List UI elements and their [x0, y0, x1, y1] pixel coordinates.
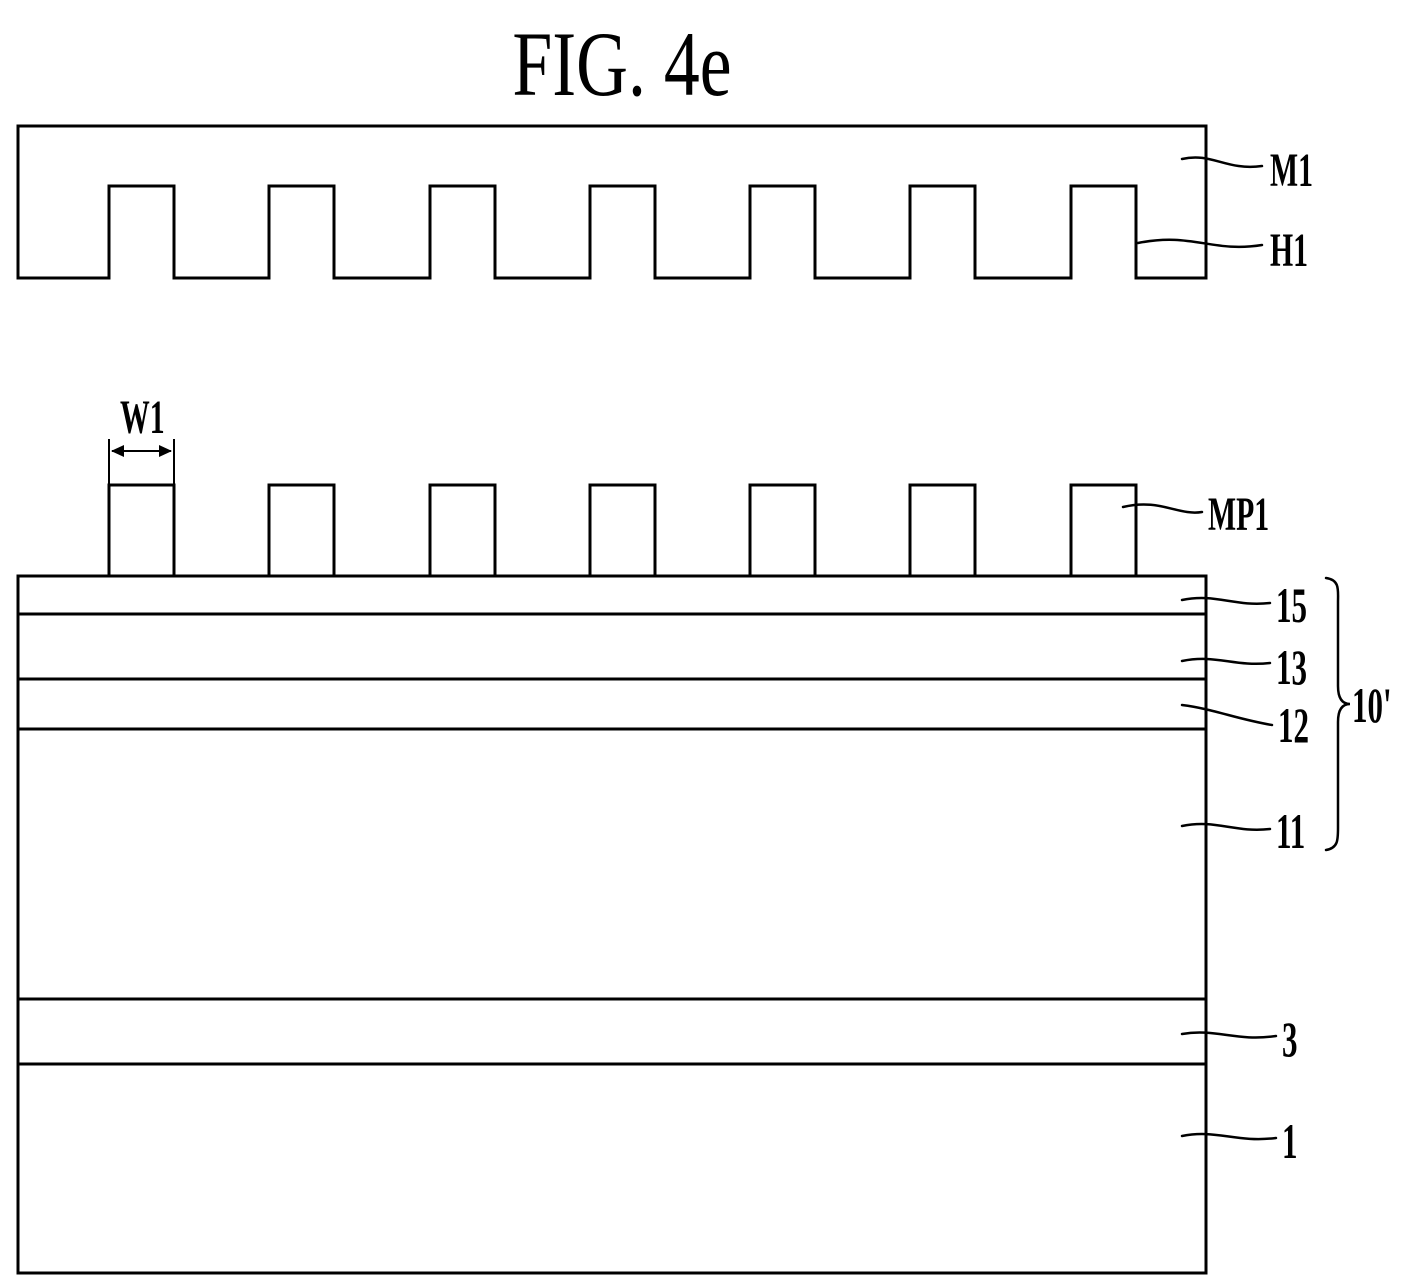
mold-pattern — [109, 485, 174, 576]
label-3: 3 — [1282, 1012, 1297, 1067]
figure-title: FIG. 4e — [512, 12, 731, 115]
mold-patterns — [109, 485, 1136, 576]
mold-pattern — [590, 485, 655, 576]
mold-pattern — [1071, 485, 1136, 576]
stack-brace — [1326, 578, 1350, 850]
label-W1: W1 — [120, 390, 165, 444]
label-H1: H1 — [1270, 223, 1308, 277]
label-13: 13 — [1276, 640, 1307, 695]
mold-pattern — [269, 485, 334, 576]
label-10-prime: 10' — [1352, 678, 1392, 733]
mold-pattern — [910, 485, 975, 576]
mold-pattern — [430, 485, 495, 576]
mold-outline — [18, 126, 1206, 278]
width-dimension — [109, 440, 174, 485]
mold-pattern — [750, 485, 815, 576]
label-15: 15 — [1276, 578, 1307, 633]
leader-lines — [1123, 157, 1276, 1139]
label-12: 12 — [1278, 698, 1309, 753]
label-1: 1 — [1282, 1114, 1297, 1169]
label-MP1: MP1 — [1208, 487, 1269, 541]
layer-stack-outline — [18, 576, 1206, 1273]
label-M1: M1 — [1270, 143, 1313, 197]
label-11: 11 — [1276, 804, 1305, 859]
